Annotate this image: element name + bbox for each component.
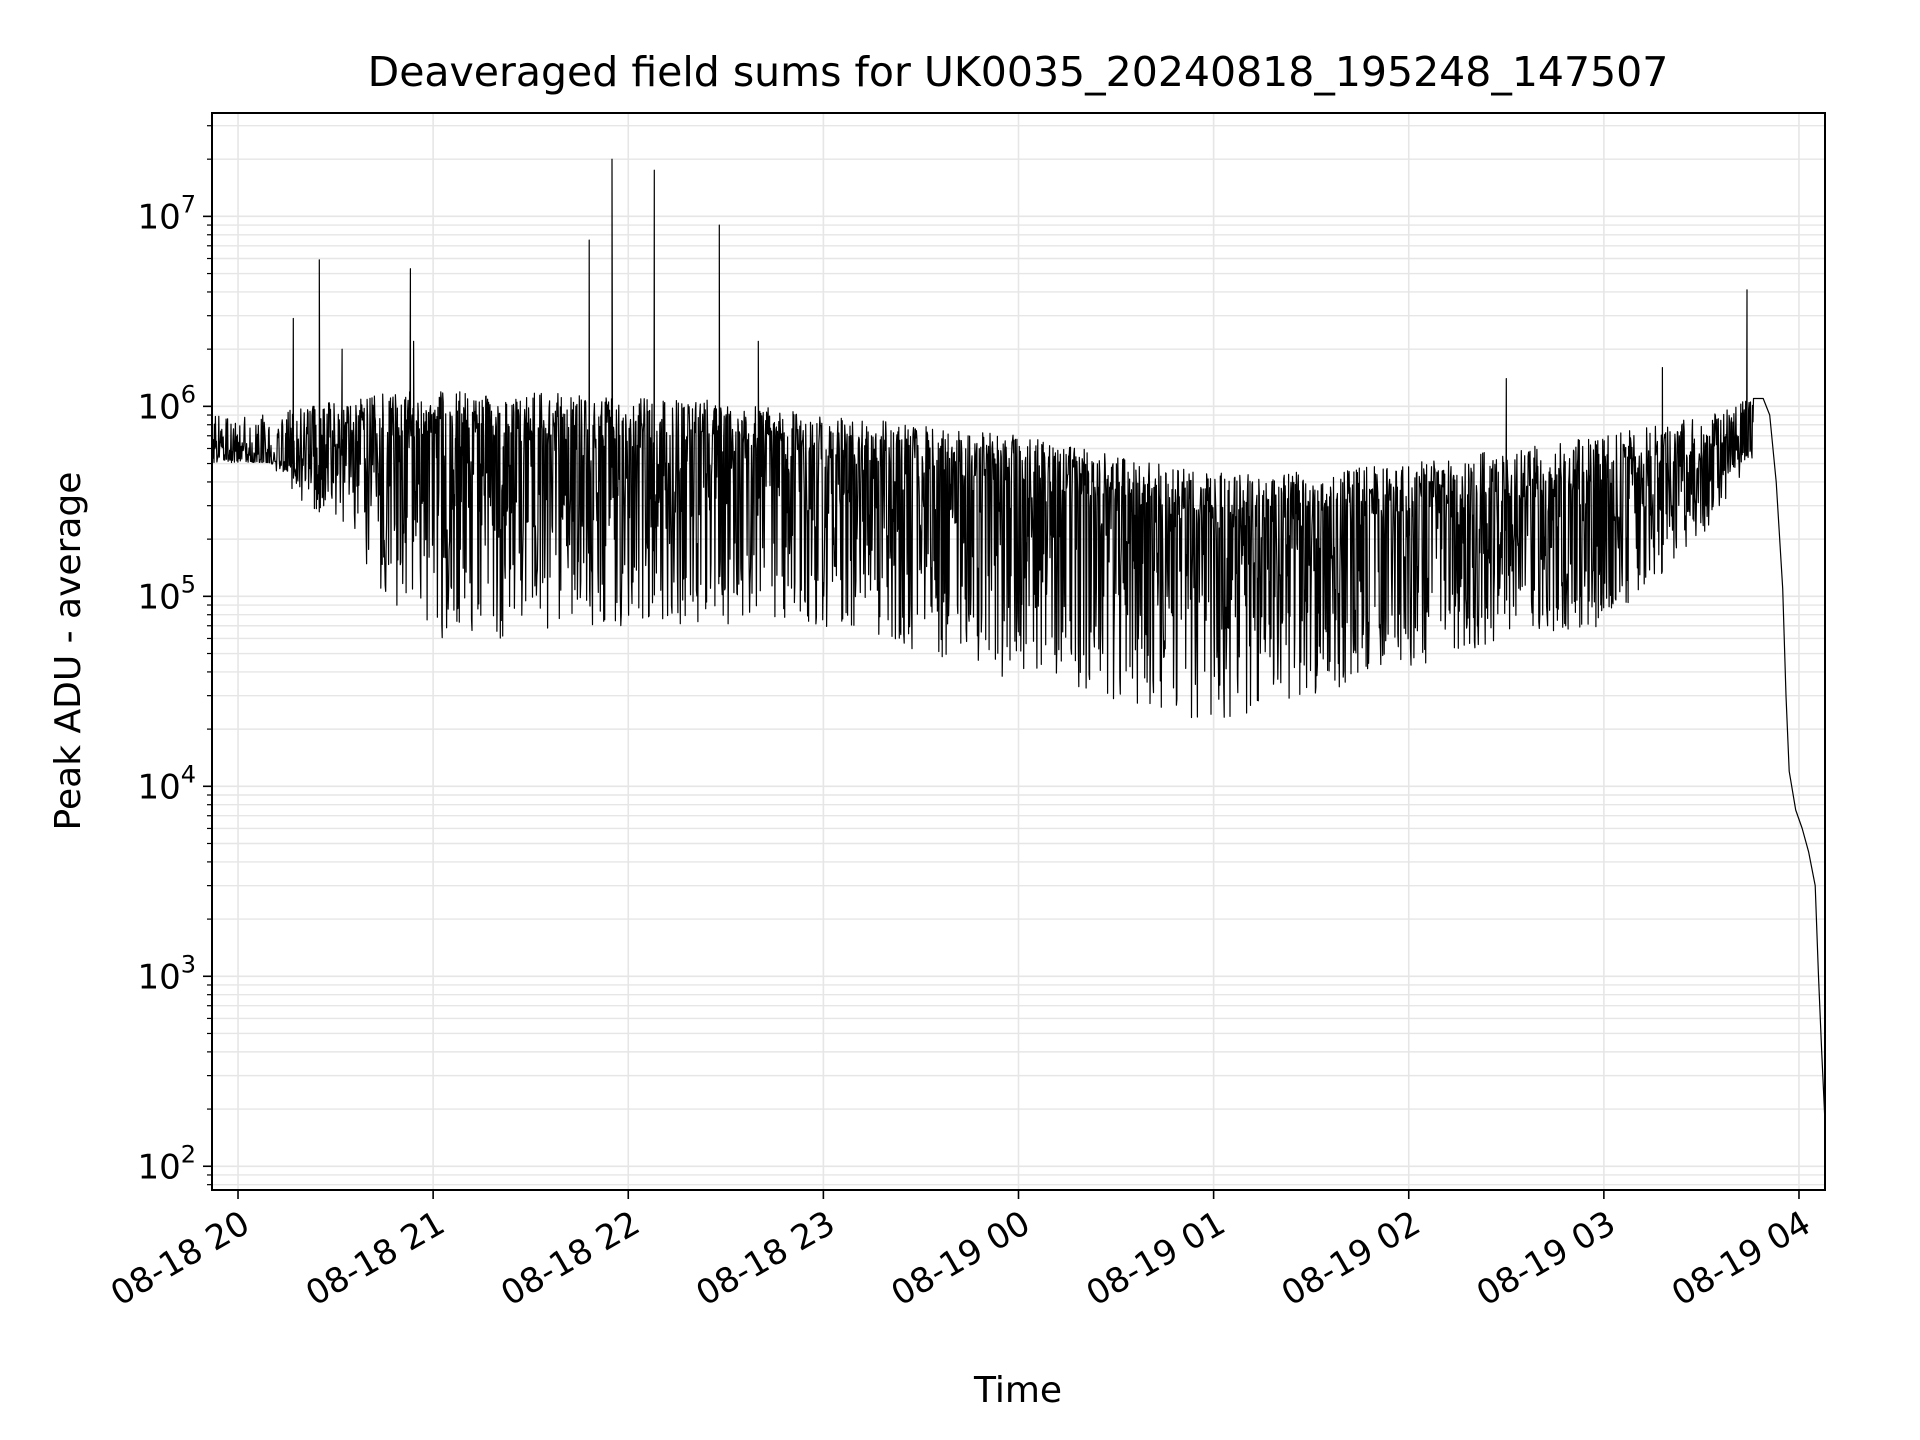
y-tick-label: 102 [137,1140,196,1187]
chart-title: Deaveraged field sums for UK0035_2024081… [368,48,1669,96]
y-tick-label: 104 [137,760,196,807]
y-tick-label: 107 [137,190,196,237]
y-tick-label: 103 [137,950,196,997]
grid-lines [212,113,1825,1190]
y-tick-label: 106 [137,380,196,427]
y-tick-label: 105 [137,570,196,617]
data-series [212,158,1825,1123]
series-line [212,158,1825,1123]
x-axis-label: Time [973,1370,1062,1411]
y-axis-label: Peak ADU - average [48,472,89,831]
